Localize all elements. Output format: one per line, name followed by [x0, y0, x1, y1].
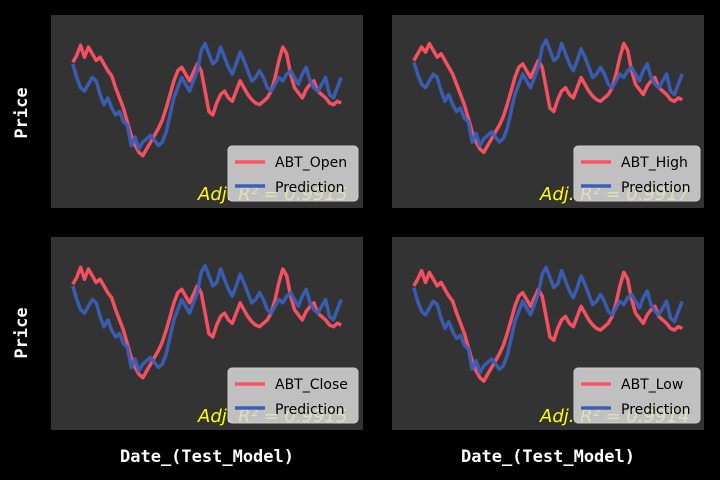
subplot-open: Adj. R² = 0.9915 ABT_Open Prediction	[51, 15, 363, 208]
y-axis-label-top: Price	[12, 87, 32, 138]
legend-label-actual: ABT_High	[621, 155, 688, 171]
subplot-close: Adj. R² = 0.9915 ABT_Close Prediction	[51, 237, 363, 430]
plot-lines	[412, 265, 684, 383]
plot-lines	[71, 263, 343, 380]
legend: ABT_Low Prediction	[573, 367, 701, 424]
prediction-series-line	[71, 263, 343, 373]
x-axis-label-right: Date_(Test_Model)	[461, 447, 635, 467]
legend-label-actual: ABT_Low	[621, 377, 683, 393]
actual-series-line	[412, 268, 683, 383]
legend: ABT_Close Prediction	[227, 367, 359, 424]
legend: ABT_High Prediction	[573, 145, 701, 202]
subplot-high: Adj. R² = 0.9917 ABT_High Prediction	[392, 15, 704, 208]
plot-lines	[71, 41, 343, 158]
legend: ABT_Open Prediction	[227, 145, 359, 202]
y-axis-label-bottom: Price	[12, 307, 32, 358]
legend-label-prediction: Prediction	[275, 402, 345, 418]
prediction-series-line	[412, 265, 684, 375]
legend-label-actual: ABT_Close	[275, 377, 348, 393]
subplot-low: Adj. R² = 0.9914 ABT_Low Prediction	[392, 237, 704, 430]
legend-label-prediction: Prediction	[621, 180, 691, 196]
prediction-series-line	[412, 38, 684, 148]
actual-series-line	[71, 43, 342, 158]
actual-series-line	[412, 41, 683, 155]
legend-label-prediction: Prediction	[621, 402, 691, 418]
prediction-series-line	[71, 41, 343, 151]
legend-label-actual: ABT_Open	[275, 155, 347, 171]
legend-label-prediction: Prediction	[275, 180, 345, 196]
actual-series-line	[71, 265, 342, 380]
plot-lines	[412, 38, 684, 155]
x-axis-label-left: Date_(Test_Model)	[120, 447, 294, 467]
